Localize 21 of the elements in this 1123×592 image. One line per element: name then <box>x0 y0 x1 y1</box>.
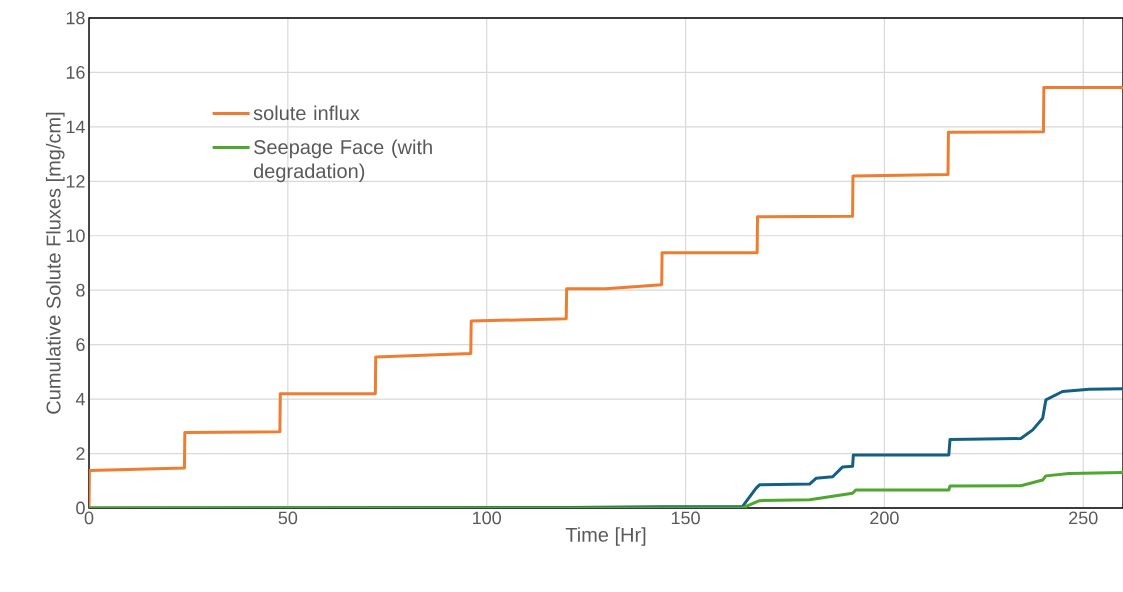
y-tick-label: 4 <box>75 392 85 406</box>
x-axis-title: Time [Hr] <box>565 527 646 546</box>
y-tick-label: 0 <box>76 501 85 515</box>
legend-label: Seepage Face (with degradation) <box>253 139 432 183</box>
y-tick-label: 2 <box>76 447 85 460</box>
x-tick-label: 200 <box>870 511 899 525</box>
y-tick-label: 8 <box>76 283 85 297</box>
x-tick-label: 50 <box>278 511 298 525</box>
y-tick-label: 12 <box>66 175 85 188</box>
y-tick-label: 18 <box>66 11 85 25</box>
y-axis-title: Cumulative Solute Fluxes [mg/cm] <box>45 112 65 414</box>
y-tick-label: 16 <box>66 66 85 79</box>
y-tick-label: 6 <box>76 338 85 352</box>
legend-label: solute influx <box>253 105 360 121</box>
x-tick-label: 100 <box>473 511 502 525</box>
y-tick-label: 14 <box>66 120 85 134</box>
line-series <box>89 471 1123 508</box>
line-series <box>89 85 1123 508</box>
x-tick-label: 150 <box>671 511 700 525</box>
y-tick-label: 10 <box>66 229 85 243</box>
x-tick-label: 250 <box>1069 511 1098 525</box>
